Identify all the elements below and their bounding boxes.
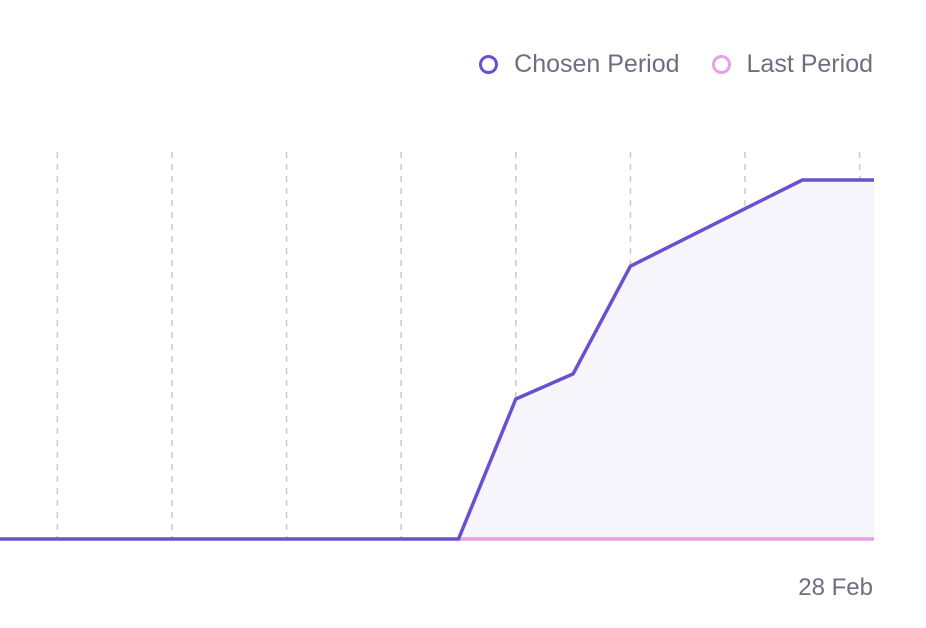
chart-legend: Chosen Period Last Period	[479, 50, 873, 79]
legend-label-last-period: Last Period	[746, 50, 873, 78]
legend-item-chosen-period[interactable]: Chosen Period	[479, 50, 680, 79]
chosen-period-line	[0, 178, 874, 541]
chosen-period-area	[458, 180, 874, 539]
legend-item-last-period[interactable]: Last Period	[711, 50, 873, 79]
chosen-period-marker-icon	[479, 55, 499, 74]
last-period-marker-icon	[711, 55, 731, 74]
x-axis-ticks: 28 Feb	[798, 574, 873, 601]
legend-label-chosen-period: Chosen Period	[514, 50, 680, 78]
x-tick-label-0: 28 Feb	[798, 574, 873, 601]
